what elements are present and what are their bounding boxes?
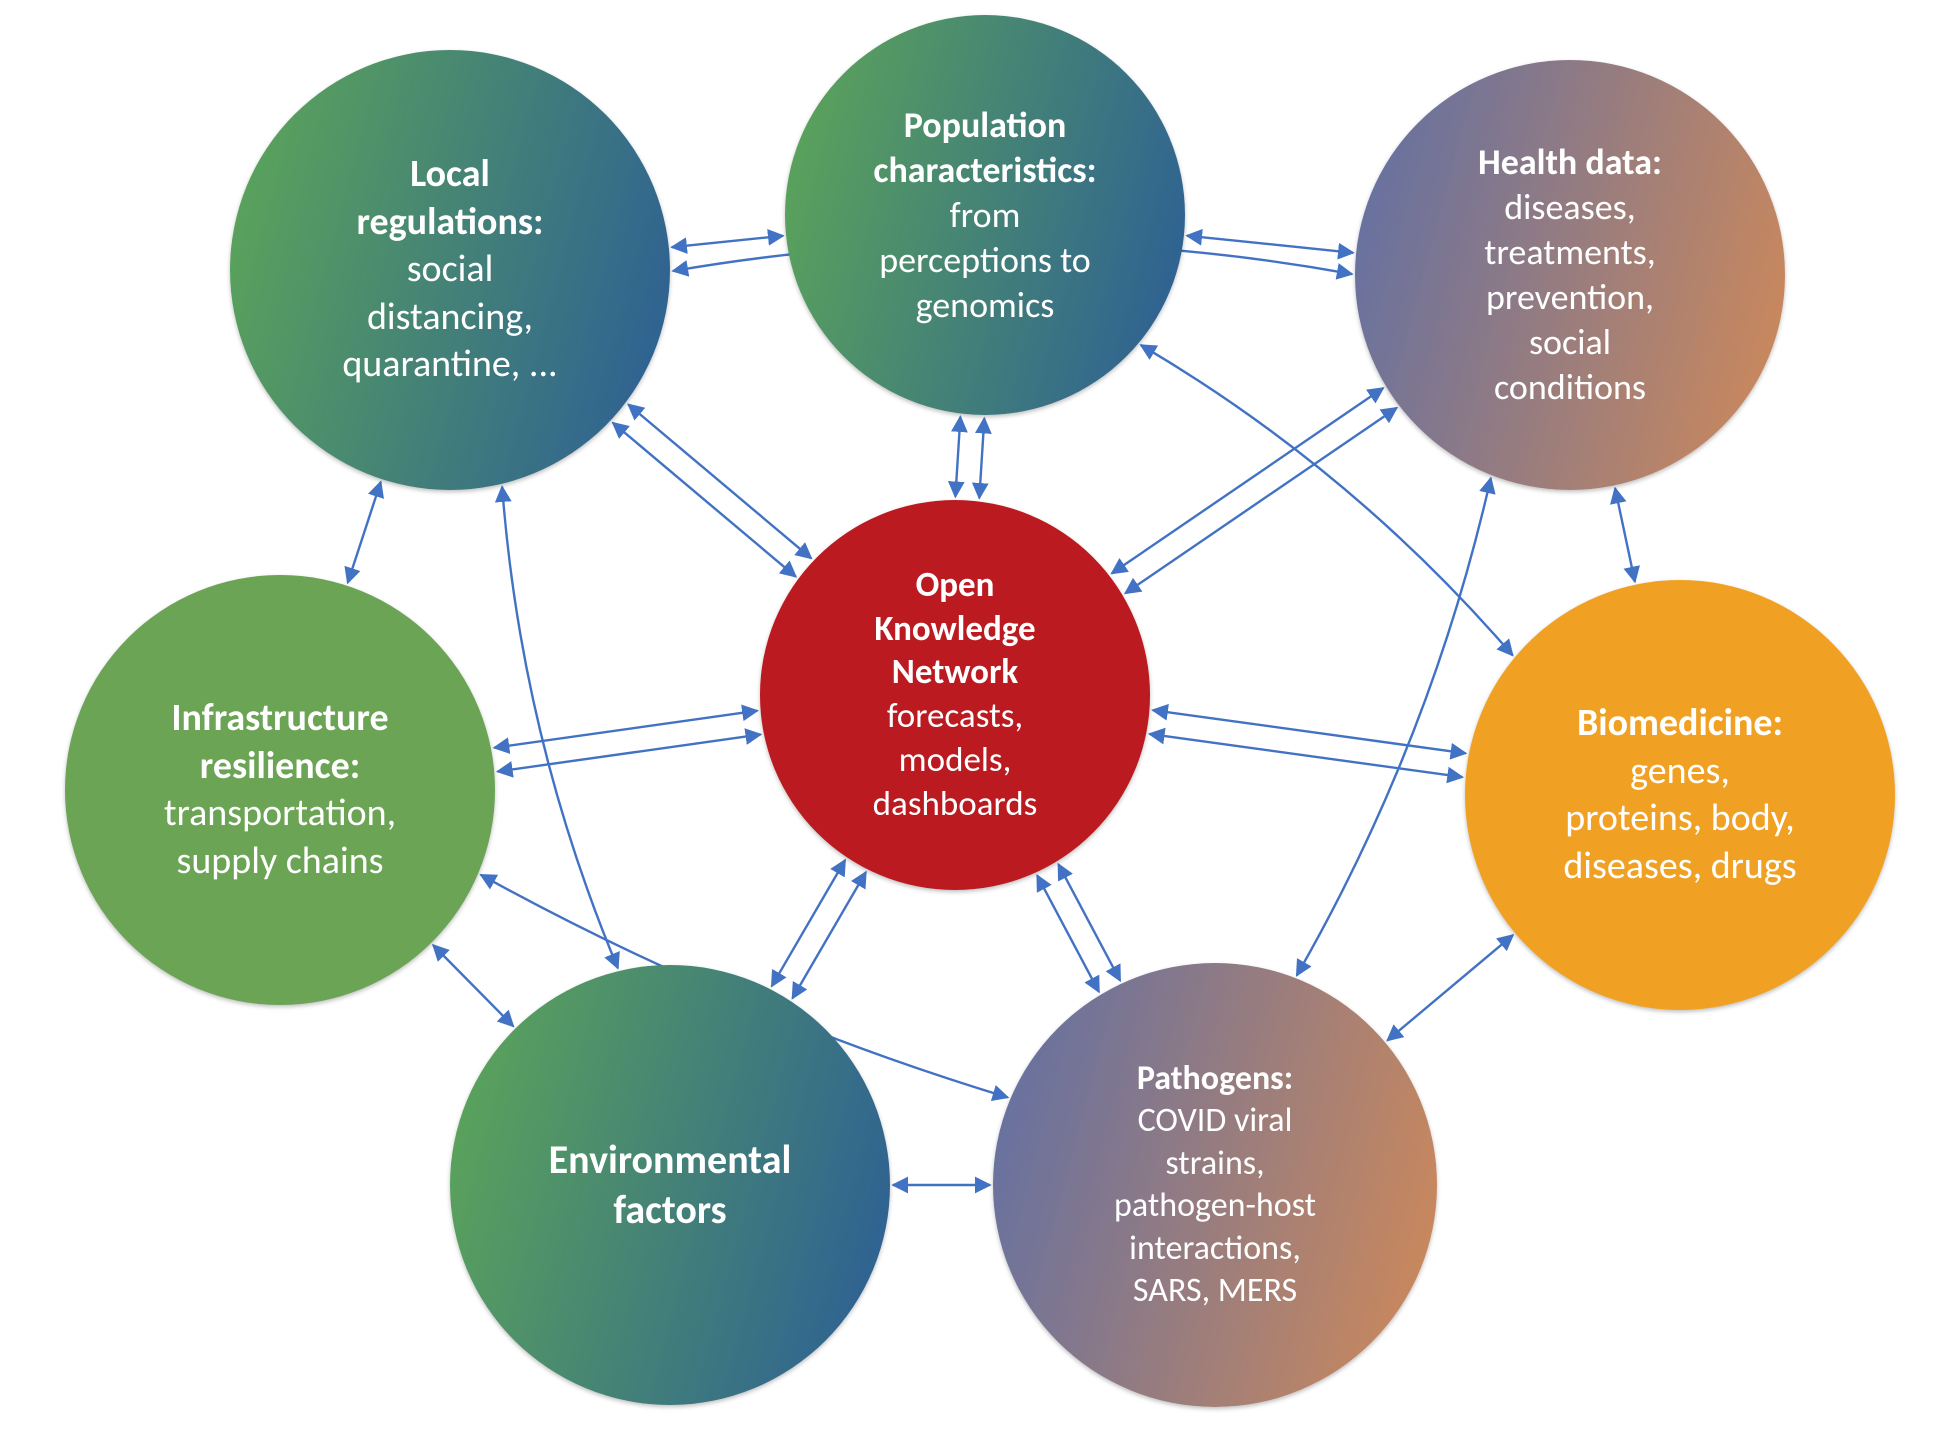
edge-center-population <box>955 417 960 497</box>
node-health: Health data:diseases,treatments,preventi… <box>1355 60 1785 490</box>
node-body: transportation,supply chains <box>164 790 396 885</box>
node-title: Pathogens: <box>1137 1058 1293 1101</box>
node-biomedicine: Biomedicine:genes,proteins, body,disease… <box>1465 580 1895 1010</box>
edge-center-pathogens <box>1037 876 1099 992</box>
edge-biomedicine-pathogens <box>1387 935 1513 1040</box>
node-body: fromperceptions togenomics <box>879 193 1091 328</box>
edge-center-biomedicine <box>1150 734 1463 777</box>
edge-center-local_reg <box>613 423 796 577</box>
node-title: Health data: <box>1478 140 1662 185</box>
edge-environment-infrastructure <box>433 945 513 1026</box>
edge-population-health <box>1187 236 1353 253</box>
node-body: COVID viralstrains,pathogen-hostinteract… <box>1114 1100 1316 1313</box>
node-body: forecasts,models,dashboards <box>873 695 1038 826</box>
edge-center-infrastructure <box>498 734 761 771</box>
node-population: Populationcharacteristics:fromperception… <box>785 15 1185 415</box>
node-title: Biomedicine: <box>1577 700 1783 748</box>
node-title: Infrastructureresilience: <box>171 695 388 790</box>
edge-center-population <box>979 418 984 498</box>
edge-center-environment <box>772 860 845 986</box>
edge-local_reg-population <box>672 236 783 247</box>
node-infrastructure: Infrastructureresilience:transportation,… <box>65 575 495 1005</box>
node-title: Populationcharacteristics: <box>873 103 1096 193</box>
edge-center-biomedicine <box>1153 710 1466 753</box>
node-title: Environmentalfactors <box>549 1135 792 1235</box>
node-body: socialdistancing,quarantine, ... <box>342 246 557 389</box>
edge-center-health <box>1112 388 1383 573</box>
edge-center-environment <box>792 872 865 998</box>
node-title: OpenKnowledgeNetwork <box>874 564 1035 695</box>
edge-center-local_reg <box>628 404 811 558</box>
node-local_reg: Localregulations:socialdistancing,quaran… <box>230 50 670 490</box>
edge-local_reg-environment <box>502 487 618 968</box>
node-center: OpenKnowledgeNetworkforecasts,models,das… <box>760 500 1150 890</box>
node-pathogens: Pathogens:COVID viralstrains,pathogen-ho… <box>993 963 1437 1407</box>
edge-center-health <box>1125 408 1396 593</box>
node-body: genes,proteins, body,diseases, drugs <box>1563 748 1796 891</box>
edge-health-biomedicine <box>1615 488 1635 581</box>
node-environment: Environmentalfactors <box>450 965 890 1405</box>
edge-center-infrastructure <box>494 711 757 748</box>
edge-infrastructure-local_reg <box>348 482 381 583</box>
node-body: diseases,treatments,prevention,socialcon… <box>1484 185 1655 410</box>
edge-health-pathogens <box>1297 478 1491 975</box>
node-title: Localregulations: <box>356 151 543 246</box>
diagram-stage: OpenKnowledgeNetworkforecasts,models,das… <box>0 0 1942 1432</box>
edge-center-pathogens <box>1058 864 1120 980</box>
